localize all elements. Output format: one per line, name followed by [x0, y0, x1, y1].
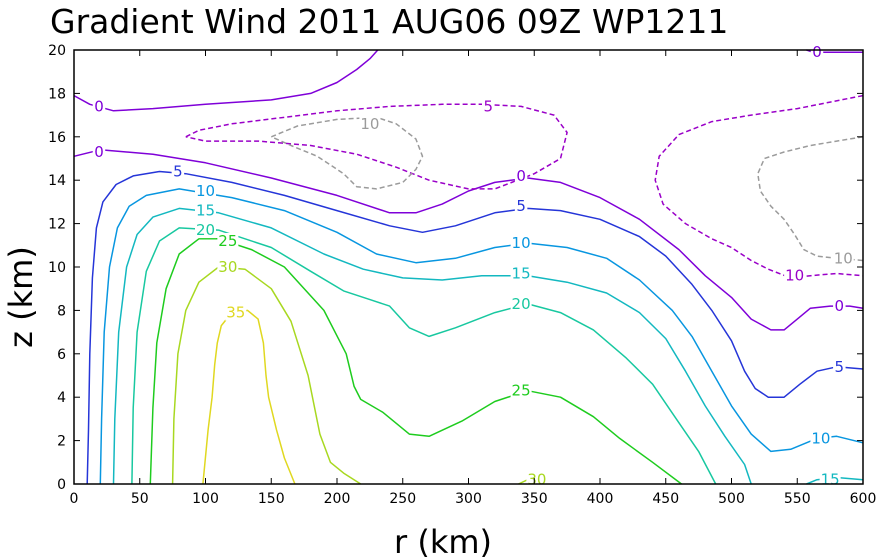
contour-label-bg-0 — [92, 98, 106, 115]
y-tick-label-3: 6 — [57, 347, 66, 363]
contour-label-21: 25 — [512, 382, 531, 400]
y-tick-label-0: 0 — [57, 477, 66, 493]
contour-label-bg-20 — [217, 232, 239, 249]
contour-label-2: 0 — [516, 167, 526, 185]
y-tick-label-8: 16 — [48, 130, 66, 146]
contour-labels: 0000051010105551010101515152020252530303… — [92, 43, 854, 489]
x-tick-label-11: 550 — [784, 491, 811, 507]
contour-line-level-30-0 — [171, 266, 362, 485]
y-tick-label-7: 14 — [48, 173, 66, 189]
x-tick-label-6: 300 — [455, 491, 482, 507]
contour-label-14: 10 — [811, 429, 830, 447]
x-tick-label-2: 100 — [192, 491, 219, 507]
contour-line-level-neg10-1 — [757, 136, 864, 262]
contour-line-level-0-2 — [806, 49, 863, 53]
x-axis-ticks: 0 50 100 150 200 250 300 350 400 450 500 550 600 — [70, 50, 877, 507]
contour-lines — [73, 49, 864, 485]
contour-label-13: 10 — [512, 234, 531, 252]
y-tick-label-10: 20 — [48, 43, 66, 59]
contour-label-18: 20 — [196, 221, 215, 239]
y-axis-label: z (km) — [2, 246, 40, 348]
contour-label-bg-13 — [510, 235, 532, 252]
contour-line-level-neg5-0 — [185, 103, 568, 190]
contour-label-bg-2 — [514, 167, 528, 184]
contour-label-5: 5 — [483, 97, 493, 115]
contour-label-bg-18 — [195, 222, 216, 239]
contour-line-level-10-0 — [99, 188, 864, 485]
contour-label-bg-10 — [514, 198, 528, 215]
y-tick-label-4: 8 — [57, 303, 66, 319]
x-tick-label-7: 350 — [521, 491, 548, 507]
contour-label-bg-21 — [510, 382, 532, 399]
contour-label-bg-12 — [195, 183, 216, 200]
contour-label-bg-1 — [92, 143, 106, 160]
x-axis-label: r (km) — [394, 523, 492, 559]
contour-label-11: 5 — [835, 358, 845, 376]
contour-label-bg-6 — [784, 267, 806, 284]
contour-label-7: 10 — [360, 115, 379, 133]
contour-label-bg-24 — [225, 304, 247, 321]
contour-label-bg-22 — [217, 259, 239, 275]
contour-label-bg-15 — [195, 202, 216, 219]
contour-label-6: 10 — [785, 267, 804, 285]
x-tick-label-1: 50 — [131, 491, 149, 507]
contour-label-22: 30 — [218, 258, 237, 276]
contour-label-15: 15 — [196, 202, 215, 220]
contour-label-19: 20 — [512, 295, 531, 313]
x-tick-label-9: 450 — [652, 491, 679, 507]
y-tick-label-1: 2 — [57, 434, 66, 450]
x-tick-label-3: 150 — [258, 491, 285, 507]
plot-frame — [73, 49, 864, 485]
x-tick-label-8: 400 — [587, 491, 614, 507]
contour-label-1: 0 — [94, 143, 104, 161]
y-axis-ticks: 0 2 4 6 8 10 12 14 16 18 20 — [48, 43, 863, 493]
contour-label-20: 25 — [218, 232, 237, 250]
contour-line-level-5-0 — [86, 170, 864, 485]
contour-label-8: 10 — [834, 249, 853, 267]
contour-label-bg-11 — [833, 358, 846, 375]
contour-label-16: 15 — [512, 265, 531, 283]
contour-line-level-neg10-0 — [270, 116, 424, 190]
y-tick-label-9: 18 — [48, 86, 66, 102]
contour-label-bg-5 — [481, 98, 495, 115]
contour-label-bg-19 — [510, 295, 532, 312]
x-tick-label-5: 250 — [389, 491, 416, 507]
contour-line-level-35-0 — [202, 309, 296, 485]
contour-label-bg-14 — [810, 430, 832, 447]
contour-label-3: 0 — [835, 297, 845, 315]
contour-label-24: 35 — [226, 304, 245, 322]
x-tick-label-10: 500 — [718, 491, 745, 507]
x-tick-label-4: 200 — [324, 491, 351, 507]
contour-label-bg-8 — [832, 250, 854, 267]
contour-label-bg-9 — [171, 163, 185, 180]
contour-label-0: 0 — [94, 97, 104, 115]
contour-label-23: 30 — [527, 471, 546, 489]
y-tick-label-6: 12 — [48, 217, 66, 233]
contour-line-level-0-0 — [73, 49, 379, 112]
contour-label-bg-4 — [810, 44, 824, 61]
contour-label-10: 5 — [516, 197, 526, 215]
contour-line-level-25-0 — [149, 238, 682, 485]
contour-label-17: 15 — [821, 471, 840, 489]
contour-line-level-20-0 — [131, 227, 717, 485]
chart-title: Gradient Wind 2011 AUG06 09Z WP1211 — [50, 2, 728, 41]
y-tick-label-5: 10 — [48, 260, 66, 276]
contour-label-9: 5 — [173, 163, 183, 181]
y-tick-label-2: 4 — [57, 390, 66, 406]
x-tick-label-0: 0 — [70, 491, 79, 507]
contour-line-level-15-0 — [112, 207, 752, 485]
contour-label-12: 10 — [196, 182, 215, 200]
contour-label-bg-7 — [359, 115, 381, 132]
contour-label-4: 0 — [812, 43, 822, 61]
x-tick-label-12: 600 — [850, 491, 877, 507]
contour-label-bg-3 — [833, 298, 846, 315]
contour-line-level-0-1 — [73, 149, 864, 331]
contour-label-bg-16 — [510, 265, 532, 282]
